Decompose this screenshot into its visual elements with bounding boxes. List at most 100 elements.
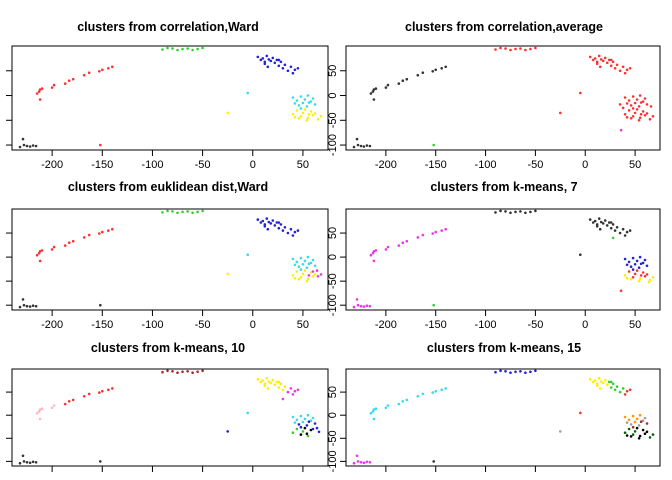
y-tick-label: -50 [327, 273, 339, 289]
x-tick-label: -100 [475, 159, 497, 171]
scatter-panel-3: clusters from euklidean dist,Ward -200 -15… [6, 180, 329, 331]
data-point [645, 273, 649, 276]
plot-frame [345, 208, 661, 311]
data-point [599, 380, 603, 383]
data-point [499, 209, 502, 213]
data-point [618, 390, 622, 394]
data-point [296, 67, 300, 70]
data-point [299, 268, 303, 271]
data-point [599, 58, 603, 61]
y-tick-label: 50 [327, 386, 339, 398]
data-point [639, 274, 643, 277]
data-point [263, 382, 267, 386]
data-point [63, 402, 67, 406]
data-point [598, 65, 602, 69]
data-point [633, 263, 637, 266]
x-tick-label: -200 [41, 159, 63, 171]
data-point [588, 55, 592, 59]
data-point [509, 371, 512, 375]
data-point [623, 96, 627, 99]
data-point [494, 211, 497, 214]
data-point [598, 387, 602, 390]
data-point [267, 220, 271, 224]
data-point [595, 225, 599, 228]
data-point [269, 222, 273, 225]
data-point [186, 210, 189, 213]
data-point [627, 418, 631, 422]
data-point [161, 211, 164, 214]
data-point [297, 117, 301, 120]
data-point [87, 392, 91, 396]
data-point [504, 370, 507, 373]
data-point [386, 83, 390, 87]
data-point [307, 101, 311, 104]
scatter-panel-1: clusters from correlation,Ward -200 -150 -1… [6, 20, 329, 171]
data-point [295, 270, 299, 273]
data-point [431, 70, 435, 73]
data-point [31, 144, 35, 147]
data-point [259, 58, 263, 62]
data-point [603, 56, 607, 60]
data-point [273, 61, 277, 65]
data-point [297, 423, 301, 426]
data-point [631, 95, 635, 98]
data-point [524, 371, 527, 375]
data-point [263, 60, 267, 64]
data-point [313, 273, 317, 276]
data-point [369, 412, 373, 415]
data-point [631, 256, 635, 260]
data-point [434, 389, 438, 393]
y-tick-label: 0 [327, 92, 339, 98]
data-point [166, 209, 169, 213]
data-point [306, 413, 310, 417]
data-point [623, 71, 627, 75]
data-point [356, 460, 360, 463]
data-point [591, 380, 595, 384]
data-point [283, 63, 287, 67]
data-point [440, 388, 444, 392]
data-point [196, 47, 199, 51]
panel-title: clusters from k-means, 7 [430, 180, 577, 194]
x-tick-label: -150 [425, 159, 447, 171]
data-point [309, 419, 313, 423]
data-point [259, 221, 263, 224]
data-point [633, 101, 637, 105]
data-point [369, 92, 373, 95]
data-point [281, 397, 285, 401]
data-point [301, 101, 305, 105]
data-point [359, 304, 363, 308]
data-point [625, 230, 629, 234]
data-point [303, 259, 307, 263]
data-point [305, 279, 309, 283]
data-point [629, 117, 633, 120]
data-point [101, 230, 104, 234]
data-point [50, 86, 54, 89]
data-point [176, 211, 179, 215]
data-point [524, 48, 527, 52]
data-point [299, 425, 303, 429]
data-point [374, 249, 378, 252]
data-point [31, 304, 35, 308]
data-point [293, 277, 297, 280]
data-point [603, 378, 607, 382]
data-point [98, 391, 101, 394]
data-point [303, 417, 307, 421]
data-point [246, 411, 249, 415]
data-point [265, 376, 269, 380]
data-point [638, 116, 642, 120]
data-point [384, 406, 388, 410]
data-point [628, 388, 632, 392]
y-tick-label: -50 [327, 112, 339, 128]
data-point [621, 65, 625, 69]
data-point [305, 266, 309, 270]
data-point [63, 82, 67, 85]
data-point [107, 67, 110, 70]
data-point [98, 232, 101, 235]
data-point [295, 109, 299, 112]
data-point [372, 250, 376, 253]
data-point [107, 229, 110, 232]
data-point [275, 221, 279, 224]
data-point [286, 390, 290, 394]
data-point [291, 393, 295, 396]
data-point [641, 110, 645, 113]
